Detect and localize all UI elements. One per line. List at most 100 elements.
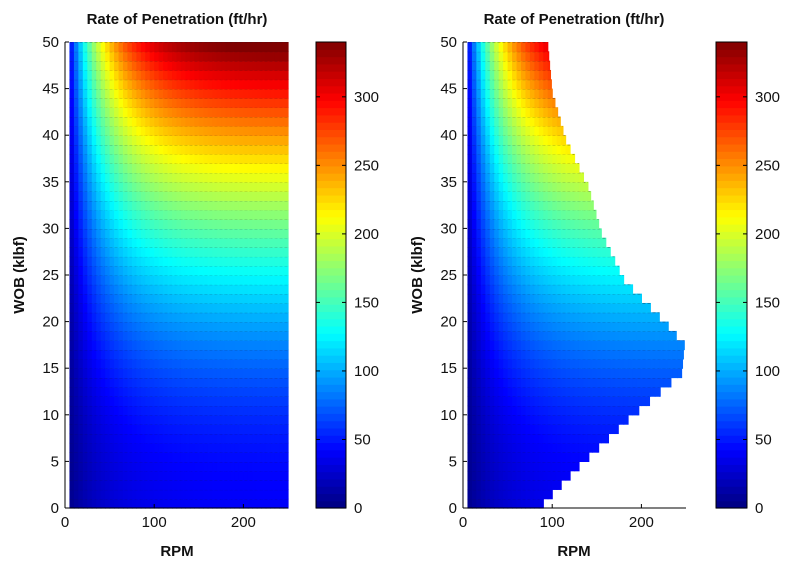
- heatmap-cell: [73, 200, 79, 211]
- heatmap-cell: [243, 312, 249, 323]
- heatmap-cell: [167, 405, 173, 416]
- heatmap-cell: [512, 302, 518, 313]
- heatmap-cell: [498, 107, 504, 118]
- heatmap-cell: [485, 386, 491, 397]
- heatmap-cell: [230, 377, 236, 388]
- heatmap-cell: [552, 293, 558, 304]
- heatmap-cell: [516, 79, 522, 90]
- heatmap-cell: [172, 396, 178, 407]
- heatmap-cell: [256, 144, 262, 155]
- heatmap-cell: [136, 489, 142, 500]
- heatmap-cell: [118, 470, 124, 481]
- heatmap-cell: [238, 153, 244, 164]
- heatmap-cell: [234, 396, 240, 407]
- heatmap-cell: [194, 51, 200, 62]
- heatmap-cell: [534, 60, 540, 71]
- heatmap-cell: [230, 349, 236, 360]
- heatmap-cell: [247, 181, 253, 192]
- heatmap-cell: [207, 424, 213, 435]
- heatmap-cell: [480, 480, 486, 490]
- heatmap-cell: [198, 135, 204, 146]
- heatmap-cell: [512, 209, 518, 220]
- heatmap-cell: [145, 480, 151, 490]
- heatmap-cell: [96, 377, 102, 388]
- heatmap-cell: [261, 88, 267, 99]
- heatmap-cell: [494, 247, 500, 257]
- heatmap-cell: [516, 153, 522, 164]
- heatmap-cell: [189, 424, 195, 435]
- heatmap-cell: [476, 480, 482, 490]
- heatmap-cell: [596, 247, 602, 257]
- heatmap-cell: [73, 219, 79, 229]
- heatmap-cell: [167, 219, 173, 229]
- heatmap-cell: [176, 228, 182, 239]
- heatmap-cell: [109, 312, 115, 323]
- heatmap-cell: [189, 237, 195, 248]
- heatmap-cell: [256, 489, 262, 500]
- heatmap-cell: [512, 265, 518, 276]
- heatmap-cell: [230, 107, 236, 118]
- heatmap-cell: [145, 125, 151, 136]
- heatmap-cell: [207, 191, 213, 202]
- heatmap-cell: [587, 330, 593, 341]
- heatmap-cell: [507, 424, 513, 435]
- heatmap-cell: [574, 377, 580, 388]
- heatmap-cell: [82, 69, 88, 80]
- heatmap-cell: [516, 265, 522, 276]
- heatmap-cell: [274, 88, 280, 99]
- heatmap-cell: [520, 340, 527, 351]
- heatmap-cell: [216, 433, 222, 444]
- heatmap-cell: [467, 69, 473, 80]
- heatmap-cell: [261, 219, 267, 229]
- heatmap-cell: [498, 153, 504, 164]
- heatmap-cell: [105, 69, 111, 80]
- heatmap-cell: [494, 424, 500, 435]
- heatmap-cell: [265, 125, 271, 136]
- heatmap-cell: [216, 209, 222, 220]
- heatmap-cell: [489, 116, 495, 127]
- heatmap-cell: [503, 414, 509, 425]
- heatmap-cell: [216, 79, 222, 90]
- heatmap-cell: [131, 219, 137, 229]
- heatmap-cell: [672, 340, 678, 351]
- heatmap-cell: [525, 79, 531, 90]
- heatmap-cell: [471, 42, 477, 52]
- heatmap-cell: [520, 349, 527, 360]
- heatmap-cell: [565, 153, 571, 164]
- heatmap-cell: [180, 284, 187, 295]
- heatmap-cell: [122, 181, 129, 192]
- heatmap-cell: [503, 228, 509, 239]
- heatmap-cell: [78, 368, 84, 379]
- heatmap-cell: [498, 219, 504, 229]
- heatmap-cell: [274, 275, 280, 285]
- heatmap-cell: [225, 163, 231, 174]
- heatmap-cell: [587, 200, 593, 211]
- heatmap-cell: [574, 172, 580, 183]
- heatmap-cell: [525, 330, 531, 341]
- heatmap-cell: [623, 302, 629, 313]
- colorbar-segment: [316, 471, 346, 480]
- heatmap-cell: [489, 433, 495, 444]
- heatmap-cell: [172, 340, 178, 351]
- heatmap-cell: [283, 200, 289, 211]
- heatmap-cell: [525, 470, 531, 481]
- heatmap-cell: [547, 302, 553, 313]
- heatmap-cell: [185, 200, 191, 211]
- heatmap-cell: [82, 163, 88, 174]
- heatmap-cell: [538, 200, 544, 211]
- heatmap-cell: [520, 452, 527, 462]
- heatmap-cell: [583, 265, 589, 276]
- heatmap-cell: [525, 135, 531, 146]
- heatmap-cell: [185, 153, 191, 164]
- heatmap-cell: [234, 284, 240, 295]
- heatmap-cell: [507, 377, 513, 388]
- heatmap-cell: [216, 377, 222, 388]
- heatmap-cell: [534, 144, 540, 155]
- heatmap-cell: [225, 377, 231, 388]
- heatmap-cell: [552, 181, 558, 192]
- heatmap-cell: [145, 265, 151, 276]
- heatmap-cell: [520, 405, 527, 416]
- colorbar-segment: [316, 449, 346, 458]
- heatmap-cell: [552, 163, 558, 174]
- heatmap-cell: [614, 368, 620, 379]
